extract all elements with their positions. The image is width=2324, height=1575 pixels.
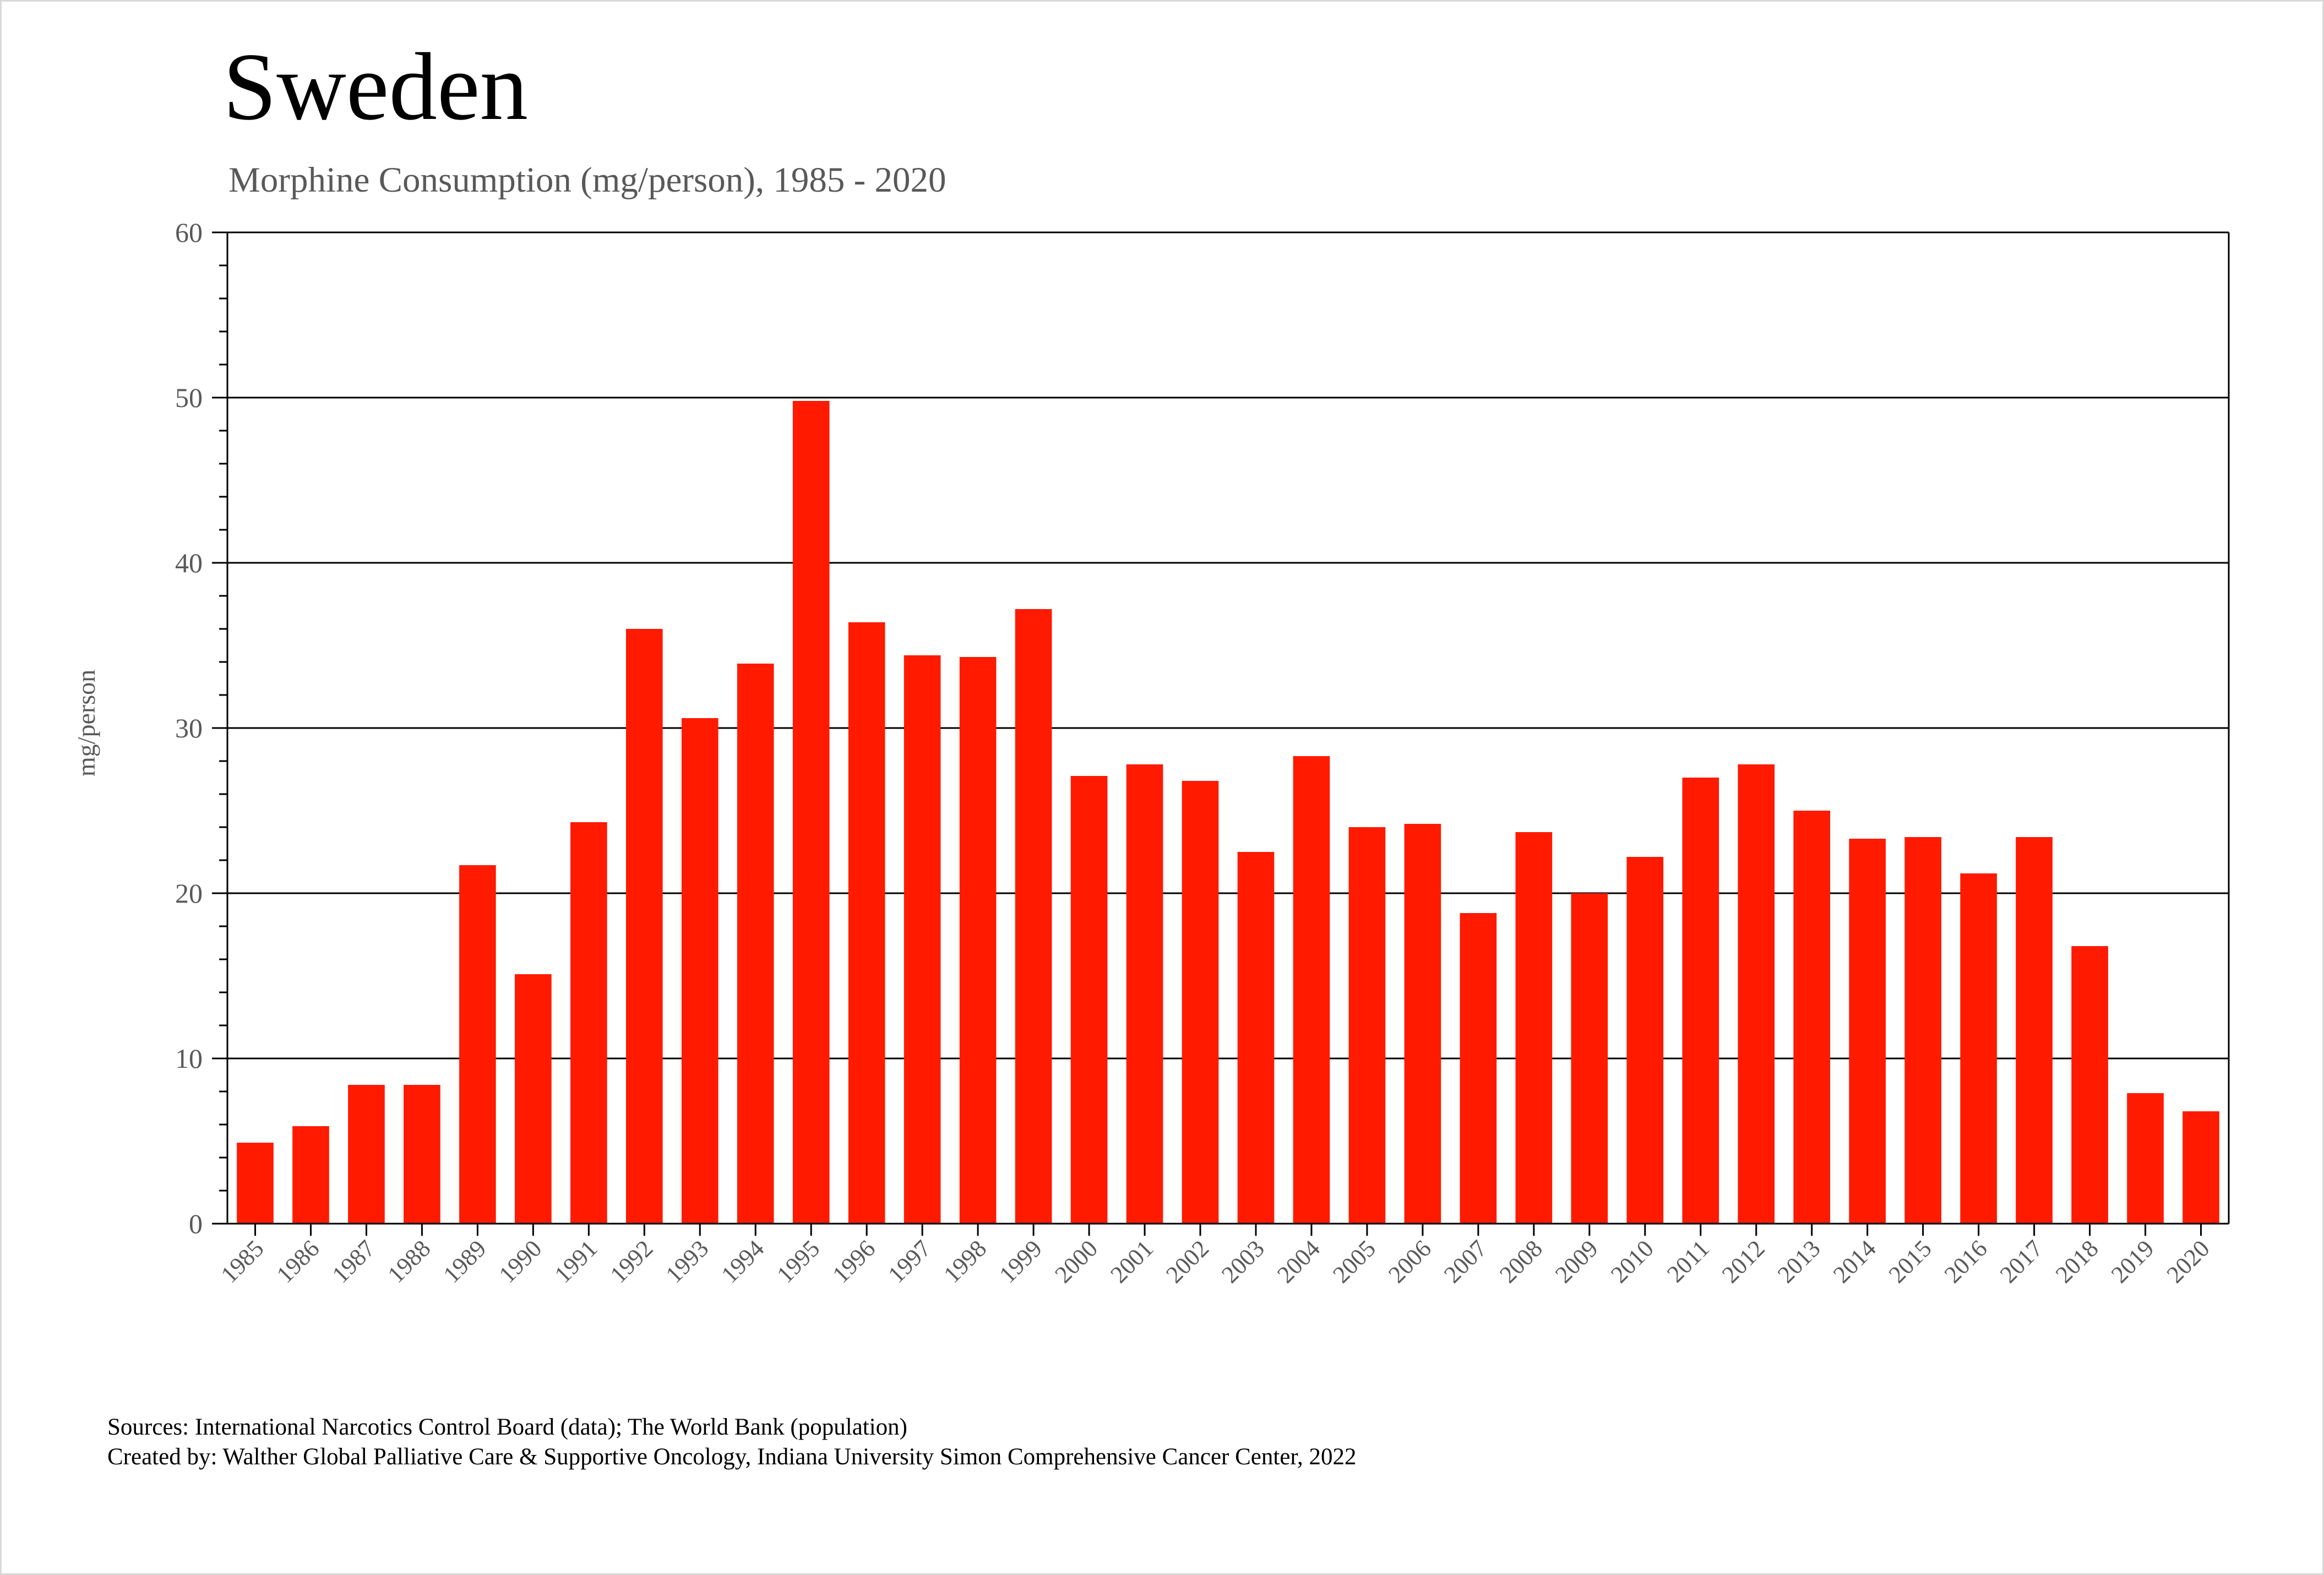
bar <box>1182 781 1219 1224</box>
x-tick-label: 2010 <box>1605 1235 1659 1288</box>
bar <box>292 1126 329 1224</box>
x-tick-label: 2011 <box>1662 1235 1715 1288</box>
x-tick-label: 2012 <box>1717 1235 1770 1288</box>
x-tick-label: 1988 <box>383 1235 436 1288</box>
y-tick-label: 10 <box>175 1043 203 1074</box>
y-tick-label: 40 <box>175 547 203 578</box>
x-tick-label: 2005 <box>1327 1235 1381 1288</box>
x-tick-label: 1986 <box>271 1235 325 1288</box>
bar <box>1904 837 1941 1224</box>
y-tick-label: 30 <box>175 713 203 743</box>
bar <box>570 822 607 1224</box>
x-tick-label: 2002 <box>1161 1235 1214 1288</box>
bar <box>2127 1093 2164 1224</box>
y-axis-label: mg/person <box>72 670 100 776</box>
x-tick-label: 2019 <box>2106 1235 2159 1288</box>
bar <box>404 1085 440 1224</box>
x-tick-label: 1990 <box>494 1235 547 1288</box>
x-tick-label: 2020 <box>2162 1235 2215 1288</box>
bar <box>1849 839 1886 1224</box>
bar <box>1626 857 1664 1224</box>
bar <box>459 865 496 1224</box>
x-tick-label: 1989 <box>438 1235 492 1288</box>
chart-subtitle: Morphine Consumption (mg/person), 1985 -… <box>228 160 946 200</box>
x-tick-label: 2001 <box>1105 1235 1158 1288</box>
bar <box>1960 873 1997 1224</box>
bar <box>1404 824 1441 1224</box>
bar <box>237 1143 274 1224</box>
gridlines <box>227 231 2229 1060</box>
x-tick-label: 1997 <box>883 1235 936 1288</box>
bar <box>681 718 719 1224</box>
bar <box>625 629 663 1224</box>
bar <box>1682 778 1719 1224</box>
chart-title: Sweden <box>223 33 529 140</box>
x-tick-label: 2000 <box>1049 1235 1103 1288</box>
x-tick-label: 2017 <box>1995 1235 2048 1288</box>
x-tick-label: 2013 <box>1772 1235 1826 1288</box>
footer-sources: Sources: International Narcotics Control… <box>107 1414 907 1440</box>
bar <box>959 657 997 1224</box>
bar <box>348 1085 385 1224</box>
x-tick-label: 1985 <box>216 1235 269 1288</box>
x-tick-label: 2006 <box>1383 1235 1436 1288</box>
bar <box>1738 764 1775 1224</box>
x-tick-label: 1992 <box>605 1235 658 1288</box>
bar <box>2183 1111 2219 1224</box>
x-tick-label: 2018 <box>2050 1235 2104 1288</box>
x-tick-label: 2004 <box>1272 1235 1325 1288</box>
bar <box>2016 837 2053 1224</box>
y-tick-label: 50 <box>175 382 203 413</box>
bar <box>1571 893 1608 1224</box>
x-tick-label: 2016 <box>1939 1235 1993 1288</box>
x-tick-label: 1991 <box>549 1235 603 1288</box>
bar <box>848 622 885 1224</box>
x-tick-label: 1987 <box>327 1235 380 1288</box>
bar <box>904 655 941 1224</box>
bar <box>1348 827 1386 1224</box>
x-tick-label: 1993 <box>660 1235 714 1288</box>
bars <box>237 401 2219 1224</box>
bar <box>1015 609 1052 1224</box>
x-tick-label: 2009 <box>1550 1235 1603 1288</box>
footer: Sources: International Narcotics Control… <box>107 1413 1357 1472</box>
bar <box>1793 811 1831 1224</box>
y-tick-label: 20 <box>175 878 203 909</box>
y-tick-label: 0 <box>189 1208 203 1239</box>
bar <box>1126 764 1163 1224</box>
x-tick-label: 1998 <box>938 1235 992 1288</box>
bar <box>1515 832 1553 1224</box>
x-tick-label: 1995 <box>771 1235 825 1288</box>
footer-created-by: Created by: Walther Global Palliative Ca… <box>107 1444 1357 1470</box>
x-tick-label: 2007 <box>1439 1235 1492 1288</box>
y-tick-label: 60 <box>175 217 203 248</box>
x-tick-label: 1996 <box>827 1235 880 1288</box>
bar <box>1293 756 1330 1224</box>
x-tick-label: 2003 <box>1216 1235 1270 1288</box>
x-tick-label: 1999 <box>994 1235 1047 1288</box>
x-tick-label: 2008 <box>1494 1235 1548 1288</box>
bar <box>1460 913 1497 1224</box>
x-tick-label: 1994 <box>716 1235 769 1288</box>
x-tick-label: 2015 <box>1884 1235 1937 1288</box>
bar <box>737 664 774 1224</box>
bar <box>1070 776 1108 1224</box>
bar <box>515 974 552 1224</box>
bar <box>792 401 830 1224</box>
bar <box>1237 852 1275 1224</box>
x-tick-label: 2014 <box>1828 1235 1881 1288</box>
bar <box>2071 946 2108 1224</box>
